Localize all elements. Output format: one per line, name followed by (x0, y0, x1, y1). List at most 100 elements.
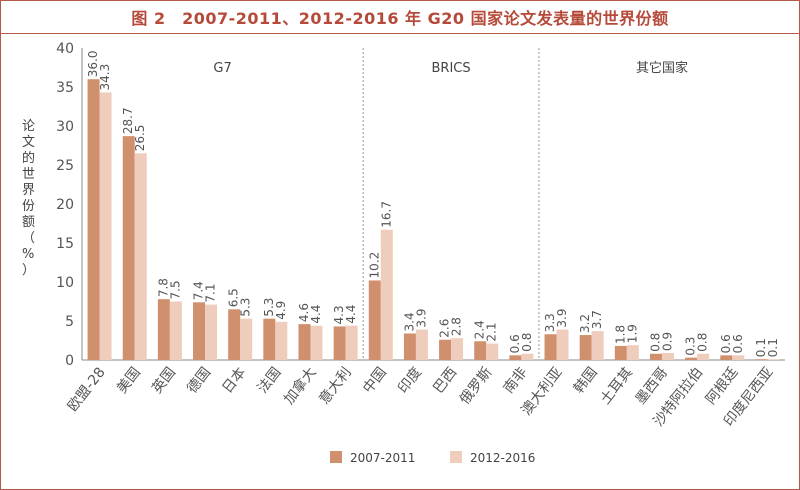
y-tick-label: 25 (56, 158, 74, 174)
category-label: 美国 (114, 365, 144, 397)
value-label: 1.9 (625, 324, 639, 343)
bar (579, 335, 592, 360)
value-label: 2.8 (450, 317, 464, 336)
value-label: 26.5 (133, 125, 147, 152)
category-label: 日本 (219, 365, 249, 397)
bar (697, 353, 710, 360)
value-label: 0.6 (508, 334, 522, 353)
value-label: 0.1 (766, 338, 780, 357)
bar (333, 326, 346, 360)
bar (380, 229, 393, 360)
value-label: 0.8 (648, 333, 662, 352)
bar (134, 153, 147, 360)
y-tick-label: 35 (56, 80, 74, 96)
value-label: 10.2 (367, 252, 381, 279)
category-label: 德国 (184, 365, 214, 397)
value-label: 3.4 (402, 312, 416, 331)
bar (732, 355, 745, 360)
y-tick-label: 0 (65, 353, 74, 369)
y-tick-label: 5 (65, 314, 74, 330)
bar (685, 357, 698, 360)
bar (767, 359, 780, 360)
bar (169, 301, 182, 360)
category-label: 南非 (501, 365, 531, 397)
bar (661, 352, 674, 360)
category-label: 加拿大 (280, 364, 319, 408)
category-label: 印度 (395, 365, 425, 397)
bar (474, 341, 487, 360)
bar (240, 318, 253, 360)
bar (521, 353, 534, 360)
group-label: 其它国家 (636, 60, 688, 76)
bar (614, 345, 627, 360)
bar (544, 334, 557, 360)
legend-swatch (330, 451, 342, 463)
category-label: 欧盟-28 (65, 365, 109, 415)
value-label: 0.8 (520, 333, 534, 352)
value-label: 5.3 (262, 298, 276, 317)
y-tick-label: 20 (56, 197, 74, 213)
bar (451, 338, 464, 360)
bar (87, 79, 100, 360)
value-label: 4.9 (274, 301, 288, 320)
category-label: 俄罗斯 (457, 365, 495, 408)
bar (99, 92, 112, 361)
value-label: 7.4 (192, 281, 206, 300)
value-label: 3.7 (590, 310, 604, 329)
y-axis-label: 论文的世界份额（%） (22, 119, 35, 278)
bar (755, 359, 768, 360)
category-label: 英国 (148, 364, 179, 397)
legend-swatch (450, 451, 462, 463)
category-label: 韩国 (571, 365, 601, 397)
bar (626, 345, 639, 360)
value-label: 0.3 (684, 337, 698, 356)
value-label: 3.2 (578, 314, 592, 333)
bar (228, 309, 241, 360)
bar (509, 355, 522, 360)
bar (720, 355, 733, 360)
value-label: 16.7 (379, 201, 393, 228)
bar (157, 299, 170, 360)
value-label: 0.8 (696, 333, 710, 352)
group-label: G7 (213, 61, 231, 76)
bar (649, 353, 662, 360)
category-label: 巴西 (430, 365, 460, 397)
value-label: 7.5 (168, 280, 182, 299)
y-tick-label: 15 (56, 236, 74, 252)
bar (298, 324, 311, 360)
bar (263, 318, 276, 360)
value-label: 0.1 (754, 338, 768, 357)
value-label: 36.0 (86, 50, 100, 77)
value-label: 6.5 (227, 288, 241, 307)
value-label: 5.3 (239, 298, 253, 317)
bar (310, 325, 323, 360)
bar (486, 343, 499, 360)
bar (591, 331, 604, 360)
bar (415, 329, 428, 360)
group-label: BRICS (432, 61, 471, 76)
bar (368, 280, 381, 360)
category-label: 意大利 (316, 364, 355, 408)
value-label: 2.6 (438, 319, 452, 338)
bar (345, 325, 358, 360)
value-label: 4.6 (297, 303, 311, 322)
bar (439, 339, 452, 360)
legend-label: 2007-2011 (350, 451, 415, 465)
chart-title: 图 2 2007-2011、2012-2016 年 G20 国家论文发表量的世界… (131, 8, 669, 28)
bar (275, 321, 288, 360)
value-label: 2.4 (473, 320, 487, 339)
bar (205, 304, 218, 360)
value-label: 0.9 (660, 332, 674, 351)
y-tick-label: 40 (56, 41, 74, 57)
value-label: 2.1 (485, 323, 499, 342)
y-tick-label: 30 (56, 119, 74, 135)
value-label: 1.8 (613, 325, 627, 344)
value-label: 0.6 (719, 334, 733, 353)
value-label: 4.4 (309, 305, 323, 324)
bar (556, 329, 569, 360)
title-bar: 图 2 2007-2011、2012-2016 年 G20 国家论文发表量的世界… (0, 0, 800, 34)
bar (403, 333, 416, 360)
value-label: 34.3 (98, 64, 112, 91)
value-label: 7.8 (156, 278, 170, 297)
